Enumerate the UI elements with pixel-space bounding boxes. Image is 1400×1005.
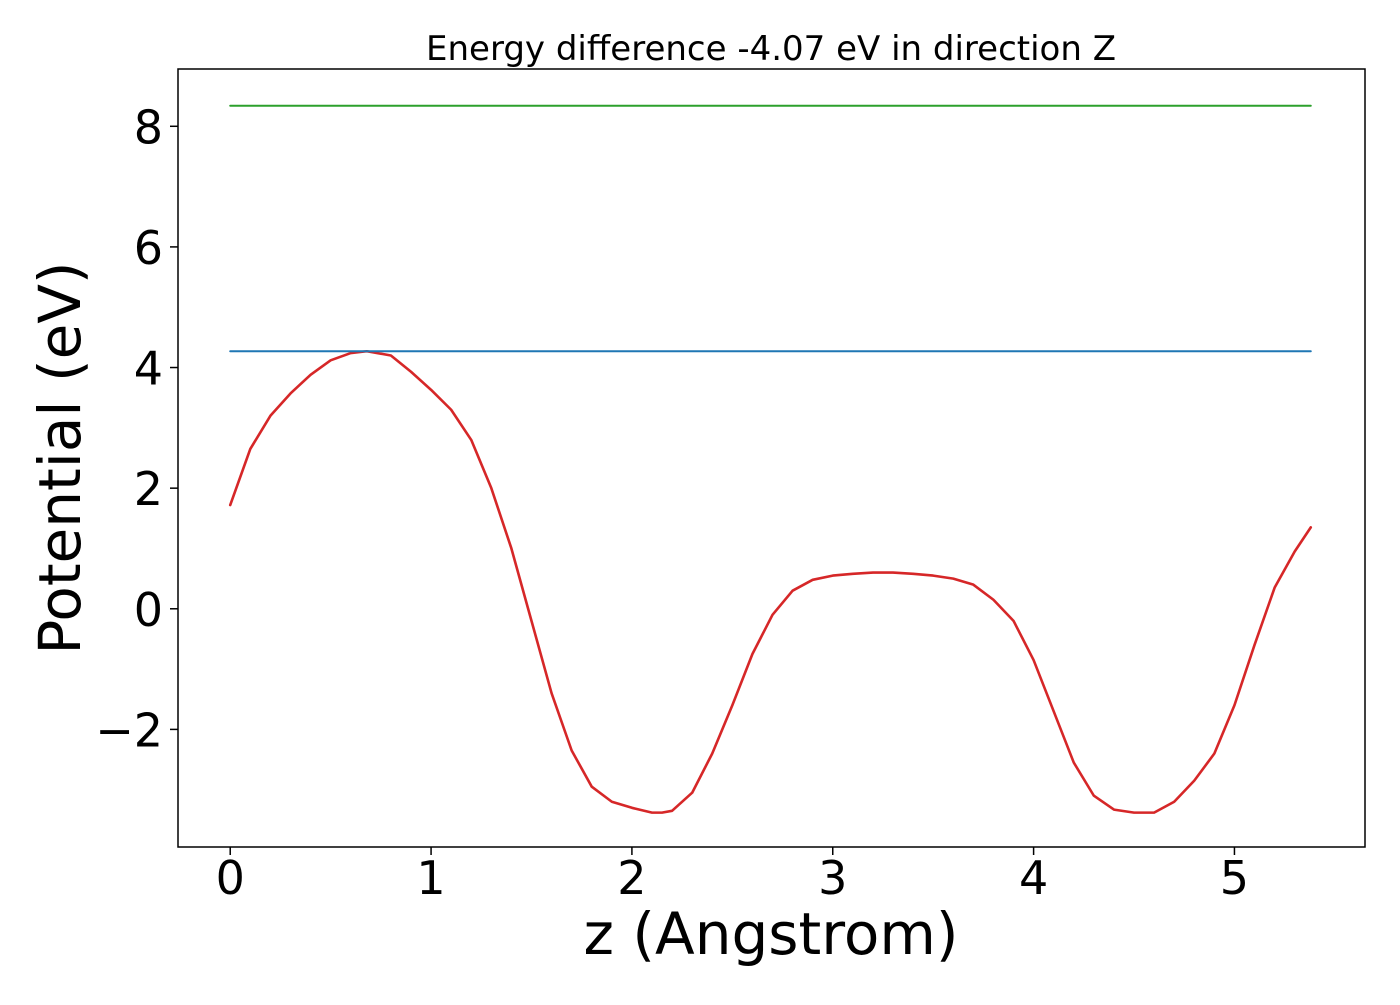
plot-area-frame	[177, 68, 1366, 848]
series-line-0	[228, 349, 1313, 814]
y-tick-label: 8	[134, 100, 163, 154]
y-tick-label: 4	[134, 342, 163, 396]
y-tick-label: −2	[95, 703, 163, 757]
x-tick-label: 3	[818, 851, 847, 905]
chart-title: Energy difference -4.07 eV in direction …	[426, 29, 1116, 69]
series-layer	[228, 104, 1313, 814]
x-tick-label: 5	[1220, 851, 1249, 905]
x-tick-label: 0	[216, 851, 245, 905]
x-tick-label: 4	[1019, 851, 1048, 905]
ticks-layer: 0 1 2 3 4 5 −2 0 2 4 6 8	[95, 100, 1249, 905]
y-axis-label: Potential (eV)	[26, 261, 94, 654]
y-tick-label: 2	[134, 462, 163, 516]
y-tick-label: 6	[134, 221, 163, 275]
y-tick-label: 0	[134, 583, 163, 637]
x-tick-label: 1	[416, 851, 445, 905]
x-tick-label: 2	[617, 851, 646, 905]
x-axis-label: z (Angstrom)	[584, 900, 959, 968]
